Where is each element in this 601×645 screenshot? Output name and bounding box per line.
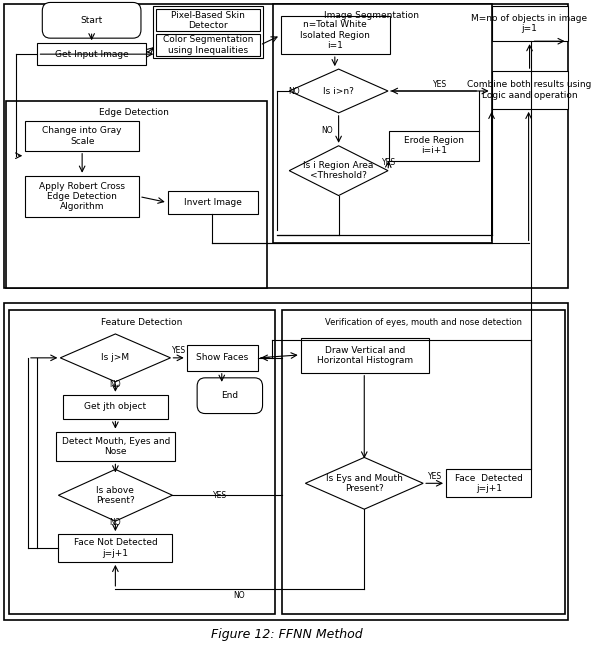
- FancyBboxPatch shape: [282, 310, 565, 614]
- Text: YES: YES: [213, 491, 227, 500]
- FancyBboxPatch shape: [446, 470, 531, 497]
- FancyBboxPatch shape: [187, 345, 258, 371]
- Polygon shape: [305, 457, 423, 509]
- Polygon shape: [60, 334, 171, 382]
- Text: YES: YES: [382, 158, 396, 167]
- Text: Invert Image: Invert Image: [184, 198, 242, 207]
- Text: Edge Detection: Edge Detection: [99, 108, 169, 117]
- Text: Erode Region
i=i+1: Erode Region i=i+1: [404, 136, 464, 155]
- FancyBboxPatch shape: [25, 121, 139, 151]
- FancyBboxPatch shape: [492, 71, 567, 109]
- FancyBboxPatch shape: [156, 34, 260, 56]
- Text: Get Input Image: Get Input Image: [55, 50, 129, 59]
- Text: Verification of eyes, mouth and nose detection: Verification of eyes, mouth and nose det…: [325, 318, 522, 327]
- Text: Figure 12: FFNN Method: Figure 12: FFNN Method: [210, 628, 362, 641]
- Text: YES: YES: [433, 79, 447, 88]
- Text: NO: NO: [233, 591, 245, 600]
- Text: Feature Detection: Feature Detection: [102, 318, 183, 327]
- FancyBboxPatch shape: [58, 534, 172, 562]
- Text: Is Eys and Mouth
Present?: Is Eys and Mouth Present?: [326, 473, 403, 493]
- FancyBboxPatch shape: [492, 6, 567, 41]
- Text: Apply Robert Cross
Edge Detection
Algorithm: Apply Robert Cross Edge Detection Algori…: [39, 182, 125, 212]
- FancyBboxPatch shape: [42, 3, 141, 38]
- Text: NO: NO: [109, 381, 121, 389]
- Polygon shape: [289, 69, 388, 113]
- Text: NO: NO: [109, 518, 121, 526]
- Text: Is j>M: Is j>M: [102, 353, 129, 362]
- Polygon shape: [289, 146, 388, 195]
- FancyBboxPatch shape: [56, 432, 175, 461]
- Text: Image Segmentation: Image Segmentation: [325, 12, 419, 21]
- Text: End: End: [221, 391, 239, 400]
- Text: Is i Region Area
<Threshold?: Is i Region Area <Threshold?: [304, 161, 374, 181]
- FancyBboxPatch shape: [4, 5, 569, 288]
- Text: Combine both results using
Logic aand operation: Combine both results using Logic aand op…: [468, 81, 592, 100]
- FancyBboxPatch shape: [168, 190, 258, 215]
- FancyBboxPatch shape: [25, 175, 139, 217]
- FancyBboxPatch shape: [281, 16, 390, 54]
- Text: Face Not Detected
j=j+1: Face Not Detected j=j+1: [73, 539, 157, 558]
- Text: Pixel-Based Skin
Detector: Pixel-Based Skin Detector: [171, 10, 245, 30]
- FancyBboxPatch shape: [6, 101, 267, 288]
- FancyBboxPatch shape: [63, 395, 168, 419]
- Text: NO: NO: [288, 86, 300, 95]
- Text: YES: YES: [427, 472, 442, 481]
- Text: Change into Gray
Scale: Change into Gray Scale: [43, 126, 122, 146]
- Text: NO: NO: [322, 126, 333, 135]
- FancyBboxPatch shape: [153, 6, 263, 58]
- Text: M=no of objects in image
j=1: M=no of objects in image j=1: [472, 14, 588, 34]
- Text: YES: YES: [172, 346, 186, 355]
- FancyBboxPatch shape: [389, 131, 479, 161]
- FancyBboxPatch shape: [4, 303, 569, 620]
- FancyBboxPatch shape: [197, 378, 263, 413]
- Text: Detect Mouth, Eyes and
Nose: Detect Mouth, Eyes and Nose: [62, 437, 170, 456]
- FancyBboxPatch shape: [156, 10, 260, 31]
- FancyBboxPatch shape: [273, 5, 492, 243]
- Text: Face  Detected
j=j+1: Face Detected j=j+1: [455, 473, 523, 493]
- FancyBboxPatch shape: [300, 338, 429, 373]
- Text: Is i>n?: Is i>n?: [323, 86, 354, 95]
- Text: n=Total White
Isolated Region
i=1: n=Total White Isolated Region i=1: [300, 21, 370, 50]
- FancyBboxPatch shape: [37, 43, 146, 65]
- Text: Color Segmentation
using Inequalities: Color Segmentation using Inequalities: [163, 35, 253, 55]
- Text: Is above
Present?: Is above Present?: [96, 486, 135, 505]
- Text: Draw Vertical and
Horizontal Histogram: Draw Vertical and Horizontal Histogram: [317, 346, 413, 365]
- Text: Start: Start: [81, 16, 103, 25]
- Polygon shape: [58, 470, 172, 521]
- FancyBboxPatch shape: [9, 310, 275, 614]
- Text: Get jth object: Get jth object: [84, 402, 147, 411]
- Text: Show Faces: Show Faces: [196, 353, 248, 362]
